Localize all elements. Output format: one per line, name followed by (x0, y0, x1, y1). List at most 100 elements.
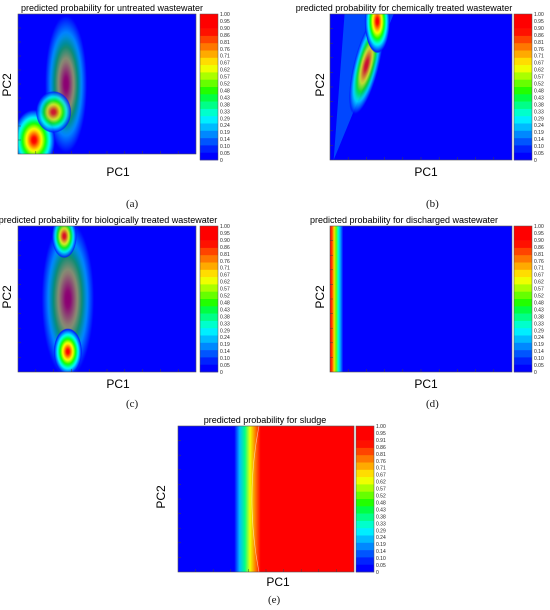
colorbar-tick-label: 0.67 (534, 273, 544, 279)
colorbar-segment (200, 328, 218, 336)
caption-e: (e) (268, 594, 281, 606)
colorbar-segment (514, 65, 532, 73)
colorbar-segment (200, 28, 218, 37)
chart-panel-chemically-treated: predicted probability for chemically tre… (276, 0, 546, 198)
colorbar-segment (200, 226, 218, 234)
colorbar-segment (200, 101, 218, 110)
colorbar-tick-label: 0.24 (534, 123, 544, 129)
colorbar-tick-label: 0 (220, 370, 223, 376)
colorbar-tick-label: 0.76 (220, 47, 230, 53)
colorbar-tick-label: 0.81 (220, 40, 230, 46)
colorbar-segment (356, 447, 374, 456)
colorbar: 1.000.950.910.860.810.760.710.670.620.57… (355, 424, 386, 576)
colorbar-segment (356, 550, 374, 558)
colorbar-tick-label: 0.14 (534, 137, 544, 143)
colorbar-segment (200, 233, 218, 241)
colorbar-segment (200, 138, 218, 146)
colorbar-segment (200, 65, 218, 73)
colorbar-segment (200, 152, 218, 161)
colorbar-tick-label: 0.86 (376, 445, 386, 451)
colorbar-tick-label: 0.81 (534, 252, 544, 258)
colorbar-tick-label: 0.62 (220, 68, 230, 74)
colorbar-segment (356, 542, 374, 551)
colorbar-segment (514, 350, 532, 358)
chart-svg-biologically-treated: predicted probability for biologically t… (0, 215, 230, 391)
colorbar-tick-label: 0.90 (220, 238, 230, 244)
chart-title: predicted probability for sludge (204, 415, 327, 425)
colorbar-segment (200, 306, 218, 314)
colorbar-segment (514, 255, 532, 263)
colorbar-segment (200, 21, 218, 29)
colorbar-tick-label: 0.14 (376, 549, 386, 555)
caption-a: (a) (126, 198, 139, 210)
colorbar-segment (200, 262, 218, 271)
colorbar-tick-label: 0.57 (534, 75, 544, 81)
colorbar-segment (356, 520, 374, 529)
colorbar-tick-label: 0.43 (376, 507, 386, 513)
colorbar-segment (514, 28, 532, 37)
density-blob (41, 226, 95, 372)
chart-svg-untreated: predicted probability for untreated wast… (0, 3, 230, 179)
colorbar-tick-label: 0.86 (220, 245, 230, 251)
colorbar-tick-label: 1.00 (534, 12, 544, 18)
colorbar-tick-label: 0.90 (220, 26, 230, 32)
colorbar-segment (514, 291, 532, 300)
colorbar-tick-label: 0.29 (376, 528, 386, 534)
x-axis-label: PC1 (414, 377, 438, 391)
colorbar-segment (514, 145, 532, 153)
colorbar-tick-label: 0.10 (534, 356, 544, 362)
colorbar-segment (356, 433, 374, 441)
colorbar-tick-label: 0.90 (534, 26, 544, 32)
colorbar-segment (514, 87, 532, 95)
colorbar-segment (200, 335, 218, 344)
colorbar-tick-label: 0.57 (220, 75, 230, 81)
chart-svg-discharged: predicted probability for discharged was… (310, 215, 544, 391)
colorbar-frame (513, 225, 533, 373)
colorbar-tick-label: 0.38 (220, 102, 230, 108)
colorbar: 1.000.950.900.860.810.760.710.670.620.57… (513, 12, 544, 164)
colorbar-segment (200, 87, 218, 95)
colorbar-frame (199, 225, 219, 373)
colorbar-tick-label: 0.14 (220, 137, 230, 143)
colorbar-segment (200, 291, 218, 300)
colorbar-segment (514, 79, 532, 88)
colorbar-tick-label: 0.19 (220, 130, 230, 136)
colorbar-segment (514, 342, 532, 351)
colorbar-tick-label: 0.81 (376, 452, 386, 458)
chart-panel-biologically-treated: predicted probability for biologically t… (0, 212, 270, 410)
colorbar-segment (200, 79, 218, 88)
colorbar-tick-label: 0.29 (220, 328, 230, 334)
colorbar-segment (200, 269, 218, 278)
chart-panel-untreated: predicted probability for untreated wast… (0, 0, 270, 198)
density-wedge (333, 14, 394, 160)
colorbar-segment (514, 14, 532, 22)
chart-title: predicted probability for biologically t… (0, 215, 217, 225)
colorbar-tick-label: 0.95 (220, 231, 230, 237)
colorbar-segment (514, 57, 532, 66)
colorbar-tick-label: 1.00 (220, 224, 230, 230)
colorbar-tick-label: 0.81 (534, 40, 544, 46)
colorbar-tick-label: 0.10 (220, 356, 230, 362)
colorbar-segment (514, 284, 532, 292)
colorbar-tick-label: 0.62 (376, 480, 386, 486)
colorbar-tick-label: 0.43 (220, 95, 230, 101)
colorbar-segment (514, 299, 532, 307)
colorbar-segment (200, 116, 218, 124)
colorbar-tick-label: 0.71 (534, 266, 544, 272)
colorbar-tick-label: 0.52 (376, 494, 386, 500)
colorbar-segment (514, 138, 532, 146)
colorbar-segment (200, 313, 218, 322)
x-axis-label: PC1 (414, 165, 438, 179)
caption-d: (d) (426, 398, 439, 410)
colorbar-segment (514, 247, 532, 256)
colorbar-tick-label: 0.62 (220, 280, 230, 286)
colorbar-tick-label: 0 (534, 158, 537, 164)
colorbar-tick-label: 0.29 (534, 328, 544, 334)
colorbar-tick-label: 0.71 (534, 54, 544, 60)
colorbar-segment (200, 57, 218, 66)
density-blob (35, 91, 72, 133)
y-axis-label: PC2 (313, 285, 327, 309)
colorbar-segment (514, 130, 532, 139)
colorbar-tick-label: 0.05 (534, 363, 544, 369)
colorbar-tick-label: 0.05 (220, 151, 230, 157)
